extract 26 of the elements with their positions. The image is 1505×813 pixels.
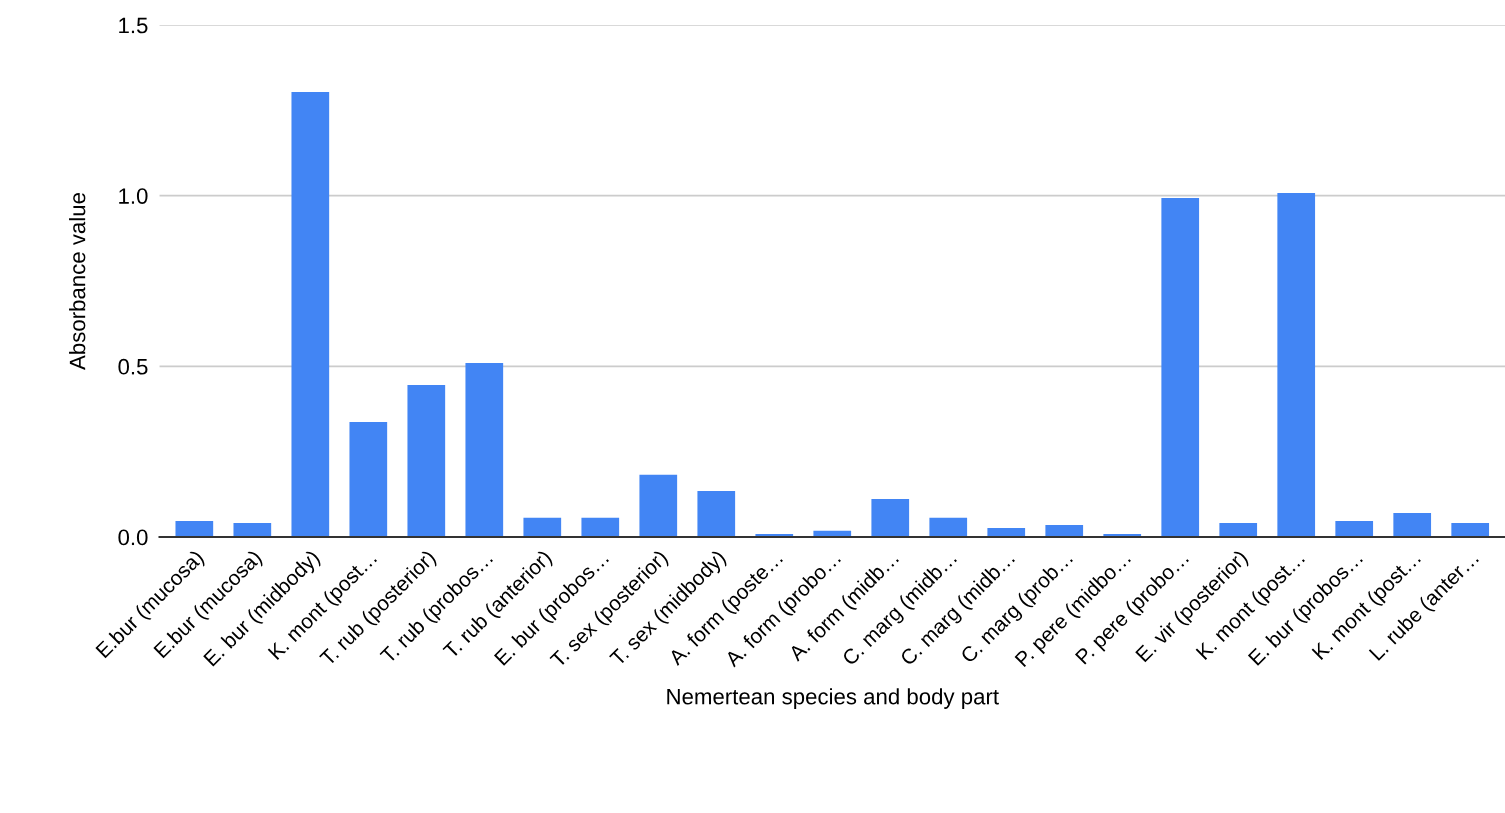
- bar: [1335, 520, 1374, 537]
- bar: [697, 490, 736, 537]
- y-tick-label: 1.5: [119, 17, 148, 34]
- bar: [1393, 513, 1432, 537]
- bar: [987, 528, 1026, 537]
- bar: [465, 362, 504, 537]
- y-tick-label: 0.5: [118, 358, 148, 375]
- y-axis-title: Absorbance value: [69, 193, 86, 370]
- bar: [233, 522, 272, 537]
- bar: [871, 499, 910, 537]
- bar: [1219, 522, 1258, 537]
- bar: [1045, 525, 1084, 537]
- bar: [1161, 198, 1200, 537]
- bar: [407, 385, 446, 537]
- bar: [175, 520, 214, 537]
- bar: [349, 421, 388, 537]
- y-tick-label: 0.0: [118, 529, 148, 546]
- bar: [1451, 522, 1490, 537]
- bar: [291, 91, 330, 537]
- bar: [581, 517, 620, 537]
- bar: [639, 474, 678, 537]
- x-axis-title: Nemertean species and body part: [667, 688, 999, 709]
- bar: [1277, 192, 1316, 537]
- bar: [523, 517, 562, 537]
- bar: [929, 517, 968, 537]
- y-tick-label: 1.0: [119, 188, 148, 204]
